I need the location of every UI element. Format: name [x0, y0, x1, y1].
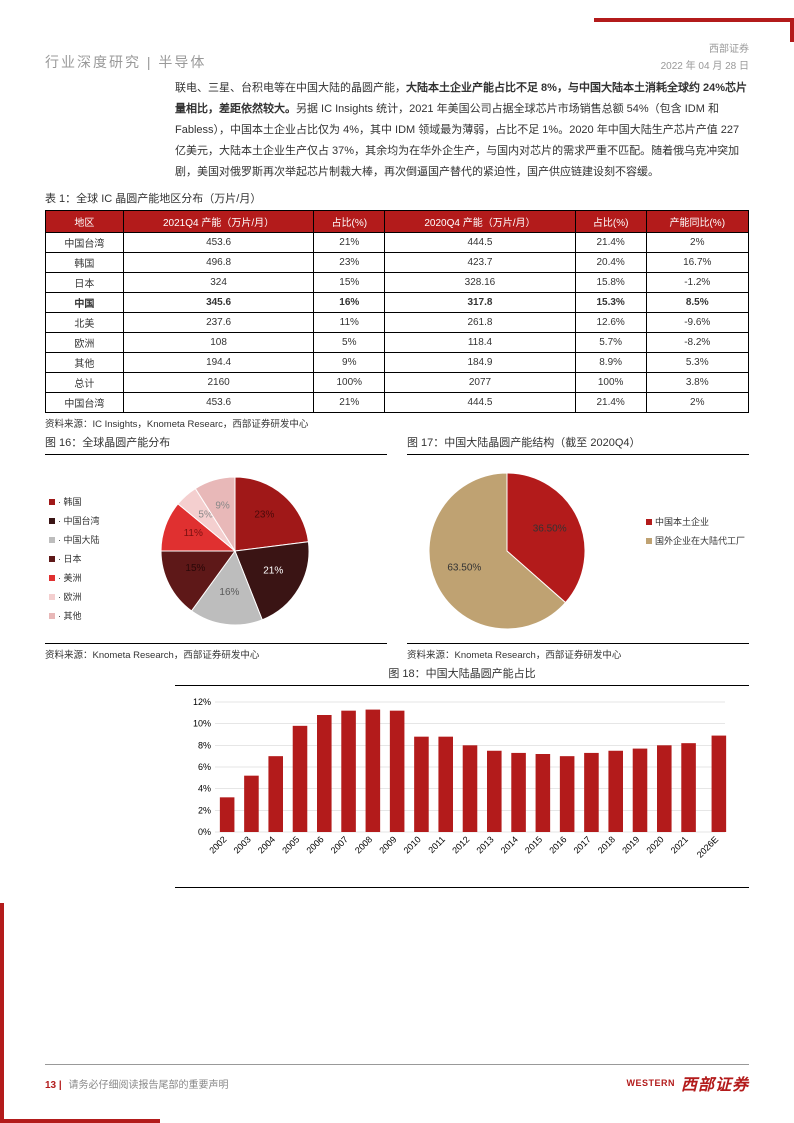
svg-text:2026E: 2026E: [695, 835, 720, 860]
body-paragraph: 联电、三星、台积电等在中国大陆的晶圆产能，大陆本土企业产能占比不足 8%，与中国…: [175, 78, 749, 182]
chart17-legend: 中国本土企业国外企业在大陆代工厂: [646, 515, 745, 553]
chart18-bars: 0% 2% 4% 6% 8% 10% 12% 200220032004200520062007…: [175, 692, 735, 882]
chart18-title: 图 18：中国大陆晶圆产能占比: [175, 665, 749, 681]
header-right: 西部证券 2022 年 04 月 28 日: [661, 40, 749, 72]
chart16-title: 图 16：全球晶圆产能分布: [45, 434, 387, 450]
svg-text:8%: 8%: [198, 741, 211, 751]
svg-text:2021: 2021: [669, 835, 690, 856]
svg-text:10%: 10%: [193, 719, 211, 729]
svg-text:2007: 2007: [329, 835, 350, 856]
svg-text:15%: 15%: [185, 564, 205, 575]
svg-text:11%: 11%: [184, 528, 203, 539]
page-number: 13: [45, 1080, 56, 1091]
page-footer: 13 | 请务必仔细阅读报告尾部的重要声明 WESTERN 西部证券: [45, 1064, 749, 1095]
chart16-legend: · 韩国· 中国台湾· 中国大陆· 日本· 美洲· 欧洲· 其他: [49, 495, 100, 628]
svg-text:63.50%: 63.50%: [447, 563, 481, 574]
chart17-title: 图 17：中国大陆晶圆产能结构（截至 2020Q4）: [407, 434, 749, 450]
svg-text:2013: 2013: [474, 835, 495, 856]
svg-text:2002: 2002: [207, 835, 228, 856]
chart17-box: 36.50% 63.50% 中国本土企业国外企业在大陆代工厂: [407, 454, 749, 644]
svg-text:23%: 23%: [254, 510, 274, 521]
svg-text:2018: 2018: [596, 835, 617, 856]
svg-text:2017: 2017: [572, 835, 593, 856]
header-category: 行业深度研究 | 半导体: [45, 52, 206, 72]
svg-text:2012: 2012: [450, 835, 471, 856]
svg-text:0%: 0%: [198, 827, 211, 837]
table1: 地区2021Q4 产能（万片/月）占比(%)2020Q4 产能（万片/月）占比(…: [45, 210, 749, 413]
svg-text:2006: 2006: [304, 835, 325, 856]
header-date: 2022 年 04 月 28 日: [661, 57, 749, 72]
footer-logo-cn: 西部证券: [681, 1071, 749, 1095]
svg-text:4%: 4%: [198, 784, 211, 794]
svg-text:2020: 2020: [644, 835, 665, 856]
left-decor-bar: [0, 903, 4, 1123]
svg-text:2015: 2015: [523, 835, 544, 856]
page-header: 行业深度研究 | 半导体 西部证券 2022 年 04 月 28 日: [45, 40, 749, 72]
header-company: 西部证券: [661, 40, 749, 55]
table1-source: 资料来源：IC Insights，Knometa Researc，西部证券研发中…: [45, 416, 749, 430]
chart17-pie: 36.50% 63.50%: [407, 461, 627, 639]
chart16-source: 资料来源：Knometa Research，西部证券研发中心: [45, 647, 387, 661]
svg-text:2010: 2010: [402, 835, 423, 856]
svg-text:2003: 2003: [232, 835, 253, 856]
svg-text:2009: 2009: [377, 835, 398, 856]
svg-text:16%: 16%: [219, 588, 239, 599]
svg-text:2016: 2016: [547, 835, 568, 856]
table1-caption: 表 1：全球 IC 晶圆产能地区分布（万片/月）: [45, 190, 749, 206]
chart18-box: 0% 2% 4% 6% 8% 10% 12% 200220032004200520062007…: [175, 685, 749, 888]
chart16-box: · 韩国· 中国台湾· 中国大陆· 日本· 美洲· 欧洲· 其他 23% 21% 1…: [45, 454, 387, 644]
svg-text:36.50%: 36.50%: [533, 524, 567, 535]
svg-text:2004: 2004: [256, 835, 277, 856]
svg-text:6%: 6%: [198, 762, 211, 772]
footer-disclaimer: 请务必仔细阅读报告尾部的重要声明: [69, 1080, 229, 1091]
chart17-source: 资料来源：Knometa Research，西部证券研发中心: [407, 647, 749, 661]
svg-text:9%: 9%: [215, 501, 230, 512]
svg-text:12%: 12%: [193, 697, 211, 707]
footer-logo-en: WESTERN: [626, 1078, 675, 1088]
svg-text:2019: 2019: [620, 835, 641, 856]
svg-text:2014: 2014: [499, 835, 520, 856]
svg-text:2008: 2008: [353, 835, 374, 856]
svg-text:21%: 21%: [263, 566, 283, 577]
svg-text:2%: 2%: [198, 806, 211, 816]
svg-text:2011: 2011: [426, 835, 447, 856]
svg-text:2005: 2005: [280, 835, 301, 856]
top-decor-bar: [594, 18, 794, 22]
